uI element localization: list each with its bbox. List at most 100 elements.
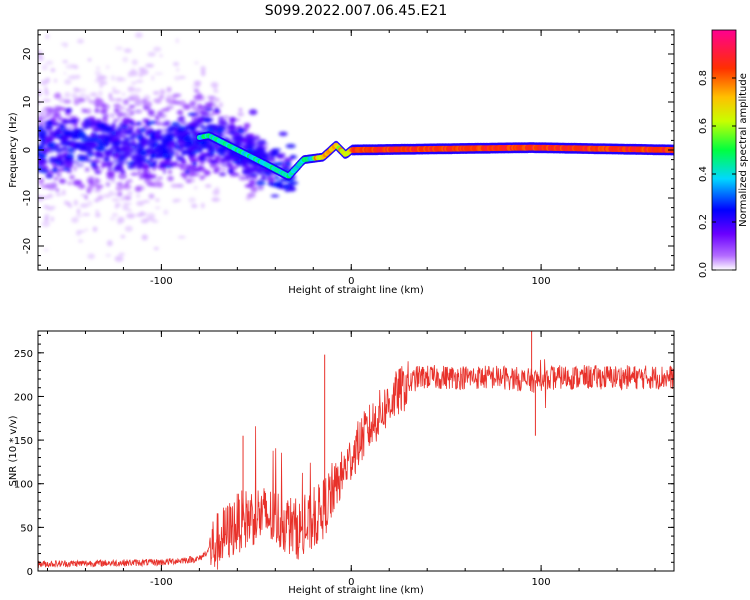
- spectrogram-cell: [192, 161, 197, 165]
- spectrogram-cell: [192, 116, 196, 122]
- colorbar-axis: 0.0 0.2 0.4 0.6 0.8: [698, 70, 736, 278]
- spectrogram-cell: [123, 99, 129, 105]
- spectrogram-cell: [92, 128, 100, 132]
- spectrogram-cell: [248, 133, 255, 138]
- spectrogram-cell: [39, 169, 49, 174]
- spectrogram-cell: [200, 202, 205, 209]
- spectrogram-cell: [134, 157, 144, 163]
- spectrogram-cell: [63, 99, 72, 104]
- spectrogram-x-label: Height of straight line (km): [288, 285, 424, 296]
- spectrogram-cell: [79, 93, 87, 97]
- spectrogram-cell: [112, 213, 118, 217]
- spectrogram-cell: [213, 169, 219, 174]
- spectrogram-cell: [73, 145, 79, 149]
- spectrogram-cell: [249, 185, 258, 191]
- spectrogram-cell: [185, 151, 193, 155]
- spectrogram-cell: [112, 140, 119, 145]
- spectrogram-cell: [46, 119, 54, 126]
- spectrogram-cell: [135, 32, 143, 38]
- spectrogram-cell: [109, 216, 116, 221]
- spectrogram-cell: [73, 199, 78, 206]
- spectrogram-cell: [69, 119, 78, 123]
- spectrogram-cell: [178, 144, 184, 148]
- spectrogram-cell: [137, 170, 142, 176]
- spectrogram-cell: [91, 140, 97, 146]
- spectrogram-cell: [121, 92, 126, 97]
- spectrogram-cell: [217, 119, 227, 125]
- spectrogram-cell: [62, 167, 71, 172]
- spectrogram-cell: [73, 166, 77, 172]
- spectrogram-cell: [131, 59, 138, 66]
- spectrogram-cell: [205, 102, 209, 108]
- spectrogram-cell: [120, 234, 126, 239]
- spectrogram-cell: [128, 105, 136, 109]
- spectrogram-cell: [65, 202, 71, 206]
- spectrogram-cell: [284, 157, 293, 162]
- spectrogram-cell: [177, 183, 184, 188]
- spectrogram-cell: [170, 183, 180, 188]
- spectrogram-cell: [154, 72, 164, 75]
- spectrogram-cell: [176, 67, 180, 72]
- spectrogram-cell: [115, 98, 123, 102]
- spectrogram-cell: [143, 169, 148, 175]
- spectrogram-cell: [229, 116, 236, 123]
- spectrogram-cell: [50, 68, 56, 73]
- spectrogram-cell: [38, 128, 45, 134]
- spectrogram-cell: [142, 118, 150, 123]
- spectrogram-cell: [71, 92, 78, 99]
- spectrogram-cell: [127, 208, 132, 212]
- spectrogram-cell: [198, 161, 205, 165]
- spectrogram-cell: [86, 95, 90, 101]
- spectrogram-cell: [185, 170, 190, 174]
- spectrogram-cell: [53, 177, 59, 181]
- spectrogram-cell: [50, 216, 54, 222]
- snr-y-tick-label: 50: [20, 523, 33, 534]
- spectrogram-cell: [42, 107, 50, 112]
- spectrogram-cell: [80, 194, 87, 197]
- spectrogram-cell: [176, 140, 186, 145]
- spectrogram-cell: [215, 128, 224, 134]
- spectrogram-cell: [190, 172, 198, 177]
- spectrogram-cell: [94, 108, 100, 113]
- spectrogram-cell: [143, 106, 151, 111]
- spectrogram-cell: [115, 166, 120, 171]
- spectrogram-cell: [284, 188, 291, 193]
- spectrogram-cell: [57, 164, 68, 167]
- spectrogram-cell: [134, 144, 140, 148]
- spectrogram-cell: [235, 138, 242, 144]
- spectrogram-cell: [108, 92, 113, 100]
- spectrogram-cell: [180, 162, 190, 168]
- spectrogram-cell: [145, 149, 152, 153]
- spectrogram-cell: [193, 186, 198, 190]
- spectrogram-cell: [229, 173, 236, 177]
- spectrogram-cell: [45, 173, 54, 179]
- spectrogram-cell: [167, 141, 176, 148]
- spectrogram-cell: [131, 81, 137, 85]
- spectrogram-cell: [95, 151, 101, 155]
- spectrogram-cell: [110, 113, 114, 118]
- snr-x-tick-label: 0: [348, 577, 354, 588]
- spectrogram-cloud: [38, 32, 299, 262]
- spectrogram-cell: [290, 155, 298, 159]
- spectrogram-cell: [99, 109, 108, 115]
- snr-frame: [37, 330, 675, 572]
- spectrogram-cell: [187, 164, 195, 169]
- spectrogram-cell: [95, 212, 101, 218]
- spectrogram-cell: [48, 130, 59, 135]
- spectrogram-cell: [255, 180, 266, 186]
- spectrogram-cell: [86, 145, 94, 152]
- spectrogram-cell: [81, 108, 87, 113]
- spectrogram-cell: [238, 108, 243, 112]
- spectrogram-cell: [210, 82, 219, 88]
- spectrogram-cell: [68, 147, 74, 152]
- spectrogram-cell: [50, 168, 59, 173]
- spectrogram-cell: [192, 106, 196, 110]
- spectrogram-cell: [155, 115, 160, 121]
- spectrogram-cell: [119, 122, 128, 126]
- spectrogram-cell: [89, 92, 98, 97]
- spectrogram-cell: [249, 179, 256, 187]
- spectrogram-cell: [221, 163, 229, 167]
